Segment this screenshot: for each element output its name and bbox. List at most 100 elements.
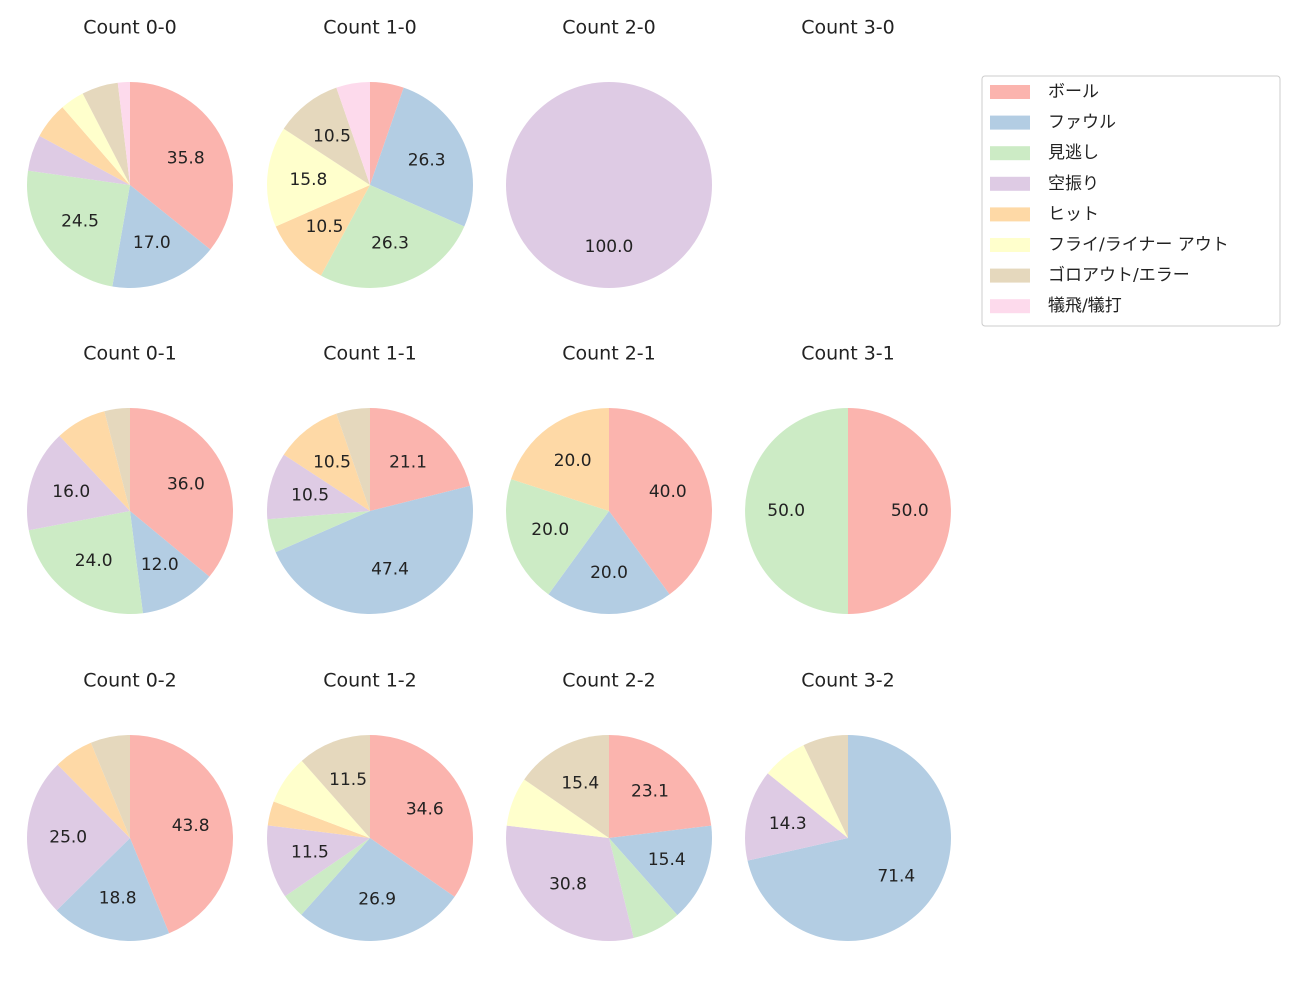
pie-slice — [112, 185, 211, 289]
pie-slice — [744, 773, 848, 861]
slice-label: 17.0 — [133, 233, 171, 253]
legend-label: ファウル — [1048, 113, 1116, 133]
legend-swatch — [990, 238, 1030, 252]
pie-slice — [745, 408, 848, 614]
pie-slice — [609, 408, 713, 595]
pie-title: Count 2-2 — [562, 670, 656, 692]
pie-slice — [275, 485, 473, 614]
pie-title: Count 3-2 — [801, 670, 895, 692]
slice-label: 15.4 — [648, 850, 686, 870]
pie-slice — [506, 779, 609, 838]
slice-label: 30.8 — [549, 874, 587, 894]
legend-swatch — [990, 146, 1030, 161]
pie-slice — [747, 735, 951, 941]
slice-label: 36.0 — [167, 475, 205, 495]
pie-slice — [506, 479, 609, 595]
legend-label: ヒット — [1048, 204, 1099, 224]
pie-title: Count 3-1 — [801, 343, 895, 365]
pie-slice — [267, 801, 370, 838]
legend-label: 犠飛/犠打 — [1048, 296, 1122, 316]
legend-swatch — [990, 268, 1030, 283]
slice-label: 21.1 — [389, 452, 427, 472]
pie-slice — [370, 408, 470, 511]
slice-label: 25.0 — [49, 828, 87, 848]
pie-title: Count 2-0 — [562, 17, 656, 39]
legend-swatch — [990, 299, 1030, 314]
pie-slice — [130, 82, 233, 250]
pie-slice — [28, 135, 130, 185]
slice-label: 18.8 — [99, 889, 137, 909]
pie-slice — [336, 408, 370, 511]
pie-slice — [285, 838, 370, 915]
pie-title: Count 3-0 — [801, 17, 895, 39]
pie-slice — [609, 838, 678, 939]
pie-slice — [370, 82, 404, 185]
pie-slice — [90, 735, 130, 838]
pie-title: Count 1-1 — [323, 343, 417, 365]
slice-label: 11.5 — [291, 843, 329, 863]
pie-title: Count 0-2 — [83, 670, 177, 692]
pie-slice — [506, 825, 634, 941]
pie-slice — [117, 82, 130, 185]
slice-label: 16.0 — [52, 482, 90, 502]
pie-slice — [26, 764, 130, 911]
slice-label: 15.8 — [289, 170, 327, 190]
slice-label: 50.0 — [891, 501, 929, 521]
pie-slice — [370, 735, 474, 897]
pie-slice — [62, 93, 130, 185]
legend-swatch — [990, 207, 1030, 222]
slice-label: 50.0 — [767, 501, 805, 521]
slice-label: 12.0 — [141, 555, 179, 575]
pie-slice — [803, 735, 848, 838]
slice-label: 47.4 — [371, 559, 409, 579]
pie-slice — [609, 825, 712, 916]
pie-slice — [336, 82, 370, 185]
pie-slice — [267, 454, 370, 520]
pie-slice — [59, 411, 130, 511]
slice-label: 15.4 — [561, 773, 599, 793]
pie-slice — [273, 760, 370, 838]
pie-title: Count 2-1 — [562, 343, 656, 365]
pie-slice — [82, 82, 130, 185]
pie-slice — [301, 735, 370, 838]
slice-label: 71.4 — [877, 867, 915, 887]
pie-slice — [370, 87, 473, 227]
pie-slice — [320, 185, 465, 288]
pie-slice — [27, 170, 131, 287]
slice-label: 40.0 — [649, 482, 687, 502]
slice-label: 20.0 — [531, 520, 569, 540]
pie-slice — [28, 511, 143, 614]
pie-slice — [301, 838, 455, 941]
pie-title: Count 1-0 — [323, 17, 417, 39]
legend-label: ボール — [1048, 82, 1099, 102]
legend-box — [981, 75, 1281, 327]
pie-slice — [267, 128, 370, 227]
pie-slice — [848, 408, 951, 614]
slice-label: 43.8 — [172, 816, 210, 836]
legend-swatch — [990, 115, 1030, 130]
pie-slice — [511, 408, 609, 511]
pie-slice — [275, 185, 370, 276]
slice-label: 10.5 — [313, 126, 351, 146]
slice-label: 20.0 — [590, 563, 628, 583]
legend-label: 見逃し — [1048, 143, 1099, 163]
legend-swatch — [990, 85, 1030, 99]
pie-slice — [26, 435, 131, 531]
slice-label: 26.9 — [358, 889, 396, 909]
slice-label: 26.3 — [371, 233, 409, 253]
pie-slice — [506, 82, 712, 288]
slice-label: 10.5 — [291, 486, 329, 506]
legend-label: フライ/ライナー アウト — [1048, 235, 1229, 255]
slice-label: 14.3 — [769, 814, 807, 834]
slice-label: 34.6 — [406, 799, 444, 819]
pie-slice — [104, 408, 130, 511]
pie-slice — [57, 742, 130, 838]
slice-label: 11.5 — [329, 770, 367, 790]
legend-label: 空振り — [1048, 174, 1099, 194]
slice-label: 10.5 — [313, 452, 351, 472]
slice-label: 10.5 — [306, 217, 344, 237]
pie-slice — [130, 408, 234, 577]
slice-label: 23.1 — [631, 782, 669, 802]
